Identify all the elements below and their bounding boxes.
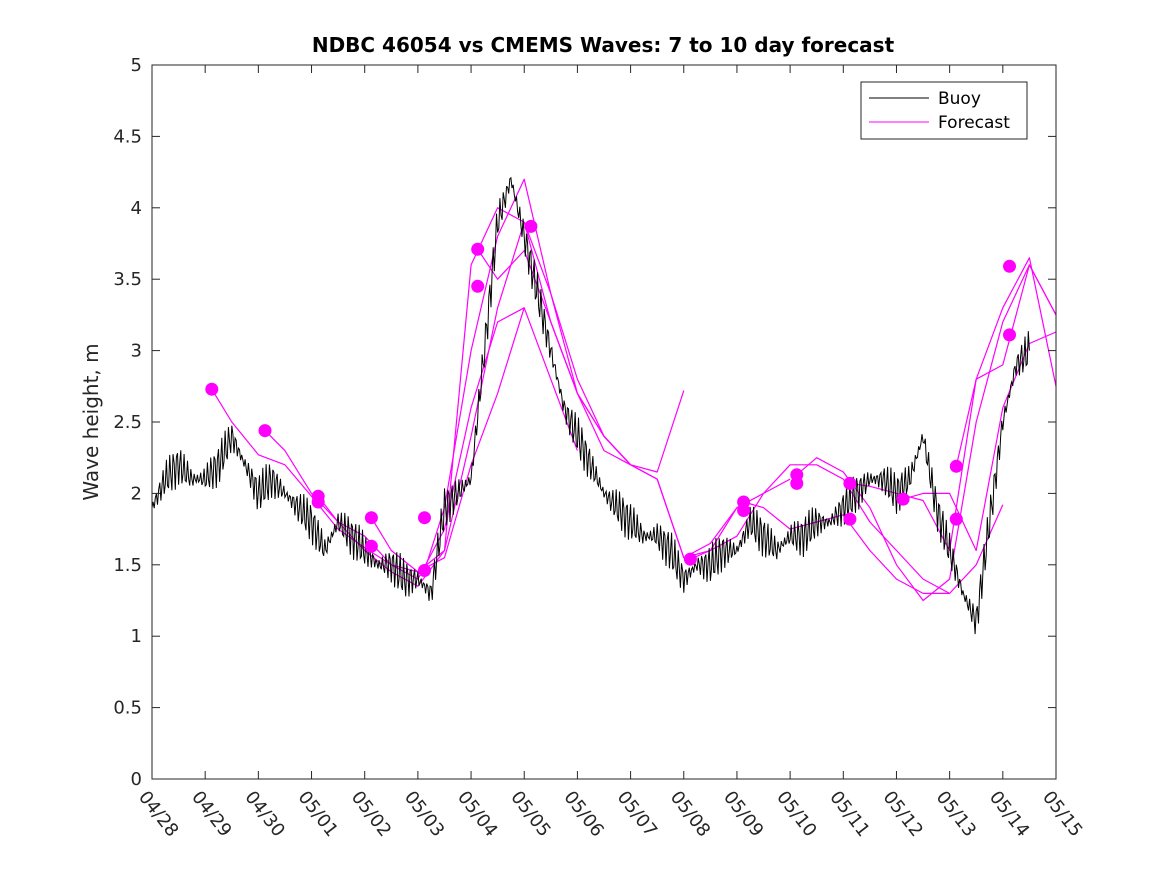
legend-forecast-label: Forecast (938, 113, 1010, 133)
forecast-start-marker (258, 424, 272, 438)
forecast-start-marker (364, 539, 378, 553)
forecast-line (796, 264, 1057, 602)
forecast-start-marker (1003, 328, 1016, 342)
plot-area (151, 176, 1057, 635)
y-tick-label: 5 (131, 55, 142, 76)
y-tick-label: 4 (131, 198, 142, 219)
forecast-start-marker (418, 511, 431, 525)
legend: Buoy Forecast (860, 81, 1028, 140)
forecast-line (477, 248, 791, 559)
forecast-start-marker (737, 504, 751, 517)
y-tick-label: 4.5 (113, 126, 142, 147)
y-axis-label: Wave height, m (79, 343, 103, 500)
buoy-line-group (151, 176, 1030, 635)
forecast-line (849, 257, 1057, 552)
forecast-start-marker (1003, 259, 1016, 273)
y-tick-label: 2 (131, 483, 142, 504)
buoy-line (151, 176, 1030, 635)
forecast-line (690, 464, 950, 594)
y-tick-label: 0 (131, 769, 142, 790)
forecast-start-marker (843, 512, 857, 526)
y-tick-label: 3 (131, 341, 142, 362)
forecast-line (955, 264, 1057, 467)
forecast-start-marker (949, 512, 963, 526)
forecast-start-marker (471, 279, 485, 293)
chart-title: NDBC 46054 vs CMEMS Waves: 7 to 10 day f… (312, 33, 895, 57)
legend-buoy-label: Buoy (938, 89, 981, 109)
forecast-start-marker (524, 219, 538, 233)
forecast-start-marker (364, 511, 378, 525)
forecast-start-marker (471, 242, 485, 256)
forecast-start-marker (205, 382, 219, 396)
y-tick-label: 3.5 (113, 269, 142, 290)
forecast-start-marker (843, 476, 857, 490)
forecast-start-marker (896, 492, 910, 506)
forecast-line (211, 307, 525, 580)
legend-box (860, 81, 1028, 140)
forecast-start-marker (790, 476, 804, 490)
forecast-start-marker (949, 459, 963, 473)
y-axis-ticks: 0 0.5 1 1.5 2 2.5 3 3.5 4 4.5 5 (113, 55, 1056, 790)
y-tick-label: 1 (131, 626, 142, 647)
forecast-start-marker (418, 564, 431, 577)
forecast-start-markers (205, 219, 1016, 577)
y-tick-label: 2.5 (113, 412, 142, 433)
forecast-start-marker (683, 552, 697, 566)
y-tick-label: 1.5 (113, 555, 142, 576)
y-tick-label: 0.5 (113, 698, 142, 719)
forecast-start-marker (311, 495, 325, 509)
